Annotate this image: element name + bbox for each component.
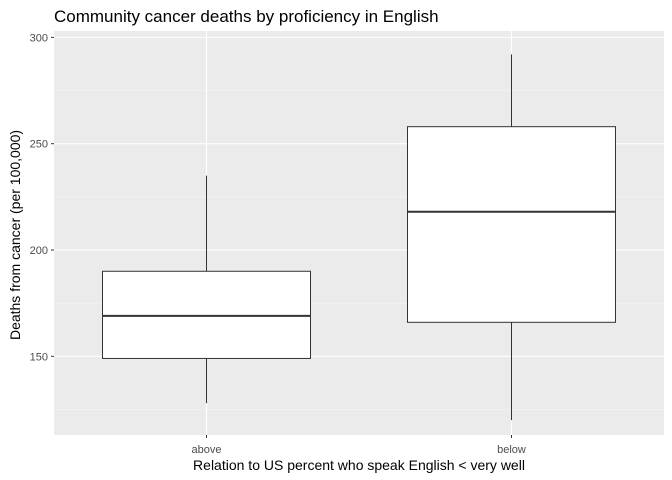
y-tick-label: 150 <box>30 351 48 363</box>
x-axis-title: Relation to US percent who speak English… <box>193 457 525 473</box>
x-axis-ticks: above below <box>192 435 526 456</box>
x-tick-label: below <box>497 444 526 456</box>
x-tick-label: above <box>192 444 222 456</box>
chart-title: Community cancer deaths by proficiency i… <box>54 7 439 26</box>
y-tick-label: 300 <box>30 32 48 44</box>
y-tick-label: 250 <box>30 139 48 151</box>
box-body <box>102 270 311 359</box>
box-below <box>407 54 616 421</box>
boxes-layer <box>102 54 616 421</box>
y-axis-ticks: 150 200 250 300 <box>30 32 54 363</box>
y-axis-title: Deaths from cancer (per 100,000) <box>7 130 23 340</box>
box-above <box>102 175 311 404</box>
box-body <box>407 126 616 323</box>
y-tick-label: 200 <box>30 245 48 257</box>
